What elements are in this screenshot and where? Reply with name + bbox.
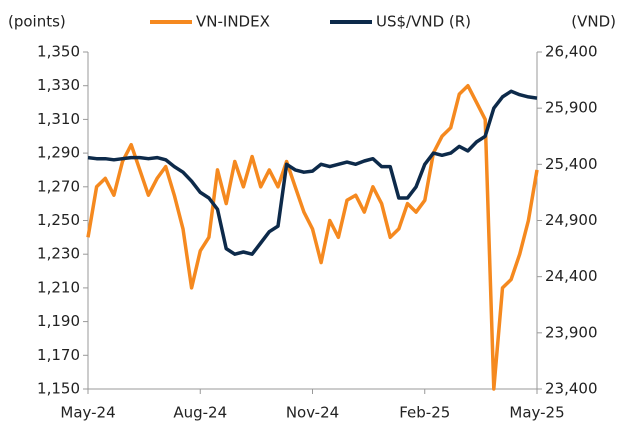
y-tick-label: 1,190 bbox=[37, 312, 80, 330]
y-tick-label: 1,170 bbox=[37, 346, 80, 364]
y-axis-label: (points) bbox=[8, 13, 66, 31]
y2-tick-label: 25,900 bbox=[545, 99, 598, 117]
y-tick-label: 1,330 bbox=[37, 76, 80, 94]
y-tick-label: 1,350 bbox=[37, 43, 80, 61]
y2-tick-label: 25,400 bbox=[545, 155, 598, 173]
legend-label: VN-INDEX bbox=[196, 13, 270, 31]
y-tick-label: 1,250 bbox=[37, 211, 80, 229]
y-tick-label: 1,290 bbox=[37, 144, 80, 162]
x-tick-label: May-25 bbox=[509, 404, 564, 422]
x-tick-label: Feb-25 bbox=[399, 404, 450, 422]
y-tick-label: 1,230 bbox=[37, 245, 80, 263]
y-tick-label: 1,270 bbox=[37, 177, 80, 195]
x-tick-label: May-24 bbox=[60, 404, 115, 422]
y2-axis-label: (VND) bbox=[571, 13, 616, 31]
y-tick-label: 1,210 bbox=[37, 278, 80, 296]
x-tick-label: Nov-24 bbox=[286, 404, 339, 422]
y2-tick-label: 24,900 bbox=[545, 211, 598, 229]
y2-tick-label: 23,900 bbox=[545, 323, 598, 341]
y2-tick-label: 26,400 bbox=[545, 43, 598, 61]
series-line bbox=[87, 89, 538, 256]
y-tick-label: 1,150 bbox=[37, 380, 80, 398]
y2-tick-label: 24,400 bbox=[545, 267, 598, 285]
y2-tick-label: 23,400 bbox=[545, 380, 598, 398]
legend-label: US$/VND (R) bbox=[376, 13, 471, 31]
series-line bbox=[86, 83, 539, 391]
y-tick-label: 1,310 bbox=[37, 110, 80, 128]
x-tick-label: Aug-24 bbox=[173, 404, 227, 422]
